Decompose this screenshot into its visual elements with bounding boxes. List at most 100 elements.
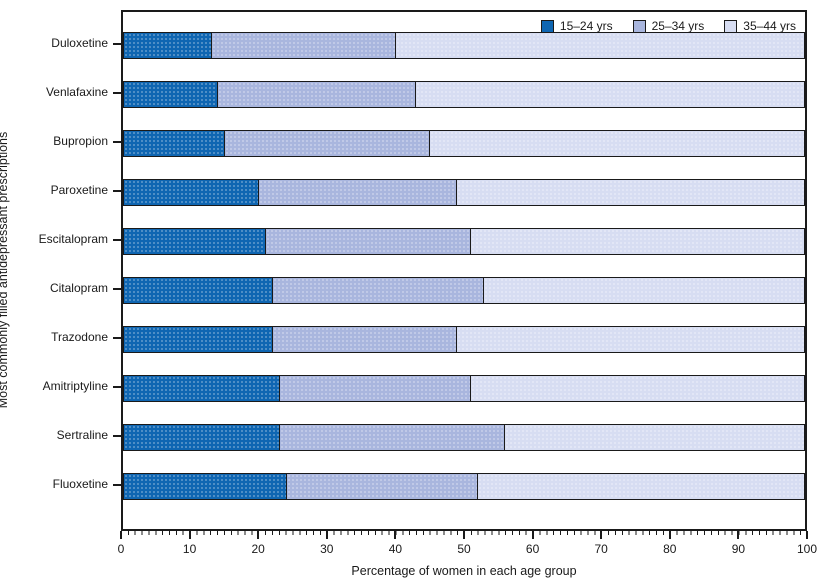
x-axis-tick-label: 100: [796, 542, 818, 556]
category-label: Duloxetine: [51, 36, 108, 50]
category-row: Trazodone: [0, 324, 121, 373]
category-row: Citalopram: [0, 275, 121, 324]
stacked-bar: [123, 424, 805, 451]
bar-segment: [123, 473, 287, 500]
x-axis-tick-label: 0: [117, 542, 125, 556]
category-row: Paroxetine: [0, 177, 121, 226]
bar-row: [123, 130, 805, 179]
bar-segment: [266, 228, 471, 255]
category-label: Paroxetine: [50, 183, 108, 197]
stacked-bar: [123, 81, 805, 108]
legend-label: 35–44 yrs: [743, 19, 796, 33]
bar-row: [123, 277, 805, 326]
x-axis-major-tick: [257, 531, 260, 539]
bar-row: [123, 326, 805, 375]
bar-segment: [286, 473, 478, 500]
y-axis-tick: [113, 189, 121, 192]
category-label: Sertraline: [56, 428, 108, 442]
stacked-bar: [123, 32, 805, 59]
bar-row: [123, 179, 805, 228]
category-row: Venlafaxine: [0, 79, 121, 128]
stacked-bar: [123, 473, 805, 500]
stacked-bar: [123, 277, 805, 304]
bar-row: [123, 473, 805, 522]
chart-legend: 15–24 yrs 25–34 yrs 35–44 yrs: [540, 19, 796, 33]
y-axis-tick: [113, 238, 121, 241]
bar-segment: [273, 277, 485, 304]
x-axis-major-tick: [463, 531, 465, 539]
legend-label: 15–24 yrs: [559, 19, 613, 33]
x-axis-tick-label: 50: [457, 542, 471, 556]
x-axis: Percentage of women in each age group 0 1…: [117, 531, 817, 587]
legend-item: 25–34 yrs: [632, 19, 705, 33]
x-axis-tick-label: 60: [525, 542, 540, 556]
bar-segment: [457, 179, 805, 206]
x-axis-title: Percentage of women in each age group: [351, 564, 577, 578]
category-row: Bupropion: [0, 128, 121, 177]
bar-segment: [123, 277, 274, 304]
stacked-bar: [123, 179, 805, 206]
x-axis-major-tick: [737, 531, 740, 539]
bar-segment: [279, 375, 471, 402]
y-axis-tick: [113, 91, 121, 94]
category-row: Escitalopram: [0, 226, 121, 275]
x-axis-major-tick: [806, 531, 808, 539]
x-axis-major-tick: [120, 531, 122, 539]
bar-segment: [225, 130, 430, 157]
legend-label: 25–34 yrs: [651, 19, 705, 33]
category-label: Escitalopram: [38, 232, 108, 246]
bar-row: [123, 81, 805, 130]
category-label: Venlafaxine: [45, 85, 108, 99]
bar-segment: [123, 228, 267, 255]
bar-segment: [218, 81, 417, 108]
bar-row: [123, 424, 805, 473]
category-axis-labels: Duloxetine Venlafaxine Bupropion Paroxetine…: [0, 10, 121, 551]
y-axis-tick: [113, 385, 121, 388]
x-axis-major-tick: [394, 531, 397, 539]
category-row: Amitriptyline: [0, 373, 121, 422]
category-row: Sertraline: [0, 422, 121, 471]
category-row: Fluoxetine: [0, 471, 121, 520]
y-axis-tick: [113, 336, 121, 339]
category-label: Trazodone: [51, 330, 108, 344]
x-axis-tick-label: 30: [320, 542, 334, 556]
legend-item: 15–24 yrs: [540, 19, 613, 33]
bar-segment: [484, 277, 805, 304]
stacked-bar: [123, 326, 805, 353]
bars-container: [123, 12, 805, 529]
bar-row: [123, 375, 805, 424]
bar-segment: [457, 326, 805, 353]
x-axis-major-tick: [668, 531, 671, 539]
legend-item: 35–44 yrs: [724, 19, 796, 33]
bar-segment: [477, 473, 805, 500]
bar-segment: [123, 179, 260, 206]
bar-segment: [273, 326, 458, 353]
category-row: Duloxetine: [0, 30, 121, 79]
category-label: Bupropion: [53, 134, 108, 148]
stacked-bar: [123, 228, 805, 255]
bar-segment: [259, 179, 458, 206]
bar-segment: [123, 32, 212, 59]
legend-swatch: [632, 19, 646, 33]
category-label: Amitriptyline: [42, 379, 108, 393]
legend-swatch: [724, 19, 738, 33]
stacked-bar: [123, 375, 805, 402]
y-axis-tick: [113, 140, 121, 143]
y-axis-tick: [113, 483, 121, 486]
bar-segment: [123, 326, 274, 353]
bar-segment: [123, 375, 280, 402]
bar-segment: [395, 32, 805, 59]
x-axis-tick-label: 90: [731, 542, 746, 556]
x-axis-major-tick: [188, 531, 191, 539]
x-axis-major-tick: [600, 531, 603, 539]
bar-segment: [470, 375, 805, 402]
bar-segment: [279, 424, 505, 451]
x-axis-tick-label: 40: [388, 542, 403, 556]
category-label: Fluoxetine: [52, 477, 108, 491]
bar-segment: [416, 81, 805, 108]
bar-row: [123, 228, 805, 277]
bar-segment: [123, 424, 280, 451]
x-axis-major-tick: [531, 531, 534, 539]
bar-segment: [211, 32, 396, 59]
